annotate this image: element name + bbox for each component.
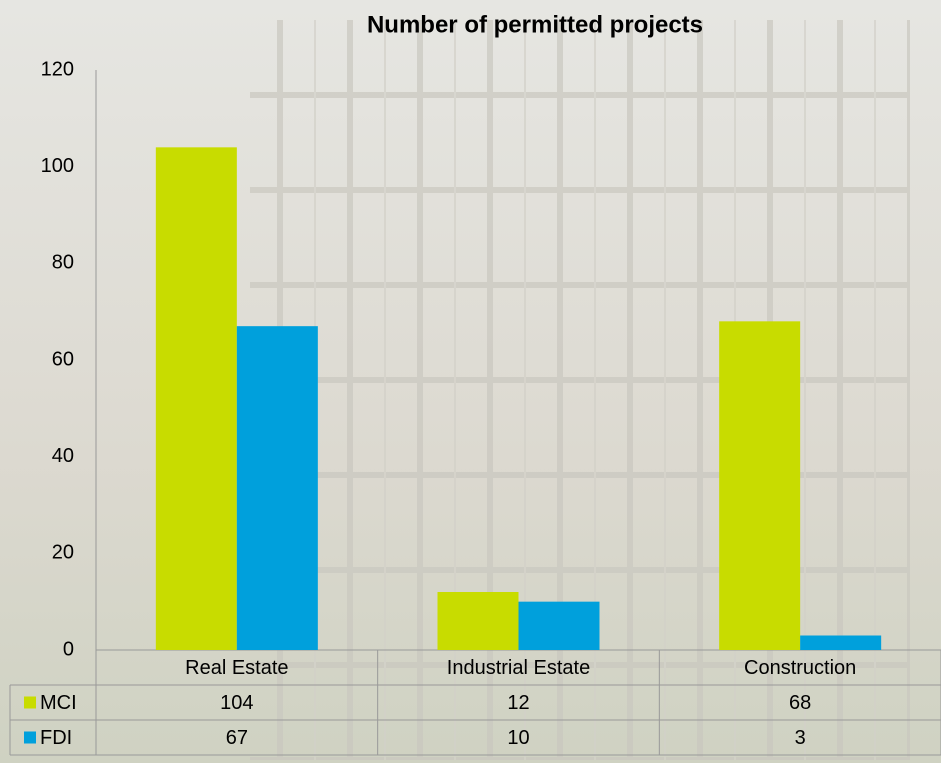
x-tick-label: Construction: [744, 657, 856, 679]
y-tick-label: 60: [52, 348, 74, 370]
chart-title: Number of permitted projects: [367, 11, 703, 38]
y-tick-label: 0: [63, 638, 74, 660]
bar: [800, 635, 882, 650]
y-tick-label: 120: [41, 58, 74, 80]
bar: [236, 326, 318, 650]
legend-label: MCI: [40, 692, 77, 714]
x-tick-label: Industrial Estate: [447, 657, 590, 679]
legend-label: FDI: [40, 727, 72, 749]
legend-swatch: [24, 696, 36, 709]
table-cell: 12: [507, 692, 529, 714]
table-cell: 68: [789, 692, 811, 714]
table-cell: 3: [795, 727, 806, 749]
table-cell: 67: [226, 727, 248, 749]
y-tick-label: 100: [41, 155, 74, 177]
bar: [155, 147, 237, 651]
y-tick-label: 40: [52, 445, 74, 467]
legend-swatch: [24, 731, 36, 744]
y-tick-label: 80: [52, 252, 74, 274]
y-tick-label: 20: [52, 542, 74, 564]
bar: [437, 592, 519, 650]
bar: [518, 601, 600, 650]
x-tick-label: Real Estate: [185, 657, 288, 679]
table-cell: 10: [507, 727, 529, 749]
bar: [719, 321, 801, 650]
table-cell: 104: [220, 692, 253, 714]
